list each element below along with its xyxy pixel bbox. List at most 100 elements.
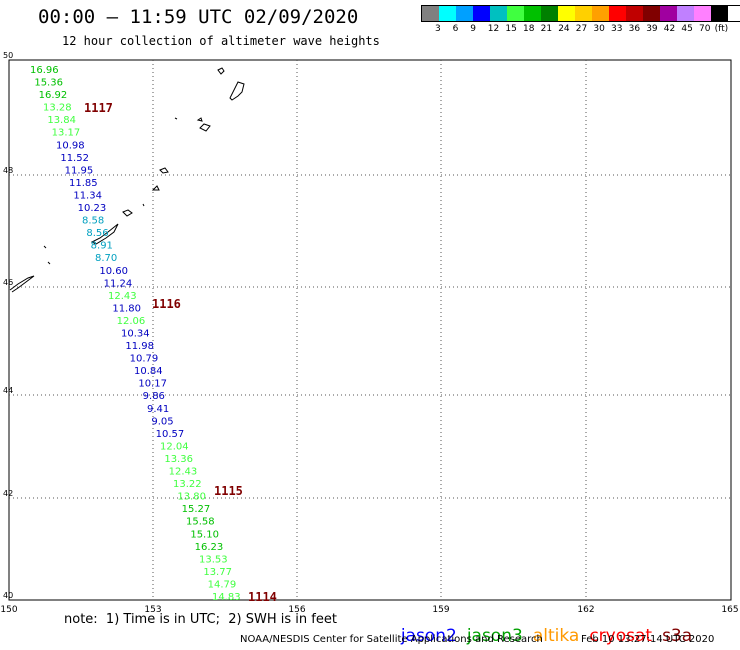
- wave-height-value: 14.79: [208, 579, 237, 590]
- legend-swatches: [421, 5, 740, 22]
- satellite-legend: jason2 jason3 altika cryosat s3a: [390, 606, 702, 646]
- island-shape: [47, 261, 51, 265]
- coastline: [9, 67, 245, 293]
- map-frame: [8, 59, 732, 601]
- wave-height-value: 10.79: [130, 354, 159, 365]
- legend-tick-label: 9: [470, 24, 476, 34]
- legend-swatch: [626, 6, 643, 21]
- wave-height-value: 8.56: [86, 228, 108, 239]
- wave-height-value: 11.98: [125, 341, 154, 352]
- longitude-label: 165: [721, 605, 738, 615]
- wave-height-value: 8.58: [82, 216, 104, 227]
- island-shape: [199, 123, 211, 132]
- longitude-label: 162: [577, 605, 594, 615]
- page-title: 00:00 – 11:59 UTC 02/09/2020: [38, 6, 359, 28]
- track-time-label: 1114: [248, 590, 277, 604]
- legend-swatch: [558, 6, 575, 21]
- legend-tick-label: 12: [487, 24, 500, 34]
- wave-height-value: 15.10: [190, 529, 219, 540]
- wave-height-value: 13.53: [199, 554, 228, 565]
- wave-height-value: 13.84: [47, 115, 76, 126]
- page-subtitle: 12 hour collection of altimeter wave hei…: [62, 34, 380, 48]
- latitude-label: 46: [3, 278, 13, 287]
- track-time-label: 1115: [214, 484, 243, 498]
- wave-height-value: 13.28: [43, 103, 72, 114]
- coastline-shape: [9, 275, 35, 293]
- island-shape: [43, 245, 47, 249]
- wave-height-value: 9.05: [151, 416, 173, 427]
- legend-swatch: [592, 6, 609, 21]
- legend-swatch: [609, 6, 626, 21]
- latitude-label: 44: [3, 386, 13, 395]
- legend-tick-label: 39: [646, 24, 658, 34]
- legend-tick-label: 30: [593, 24, 605, 34]
- satellite-jason3: jason3: [466, 626, 523, 646]
- island-shape: [229, 81, 245, 101]
- wave-height-value: 12.43: [108, 291, 137, 302]
- legend-swatch: [422, 6, 439, 21]
- legend-tick-label: 36: [628, 24, 641, 34]
- legend-swatch: [643, 6, 660, 21]
- legend-swatch: [575, 6, 592, 21]
- legend-swatch: [694, 6, 711, 21]
- legend-swatch: [541, 6, 558, 21]
- latitude-label: 48: [3, 166, 13, 175]
- track-time-label: 1117: [84, 101, 113, 115]
- axis-labels: 150 153 156 159 162 165 50 48 46 44 42 40: [0, 51, 738, 615]
- island-shape: [151, 185, 160, 191]
- wave-height-value: 9.86: [143, 391, 165, 402]
- satellite-altika: altika: [532, 626, 580, 646]
- wave-height-value: 8.70: [95, 253, 117, 264]
- island-shape: [217, 67, 225, 75]
- legend-tick-label: 18: [523, 24, 535, 34]
- legend-swatch: [524, 6, 541, 21]
- legend-tick-label: 21: [540, 24, 553, 34]
- wave-height-value: 15.27: [182, 504, 211, 515]
- wave-height-value: 14.83: [212, 592, 241, 603]
- satellite-s3a: s3a: [662, 626, 693, 646]
- legend-tick-label: 15: [505, 24, 517, 34]
- wave-height-value: 16.96: [30, 65, 59, 76]
- satellite-jason2: jason2: [400, 626, 457, 646]
- wave-height-value: 13.77: [203, 567, 232, 578]
- legend-tick-label: 27: [575, 24, 588, 34]
- wave-height-value: 11.95: [65, 165, 94, 176]
- track-labels: 1117 1116 1115 1114: [84, 101, 277, 604]
- legend-tick-label: 3: [435, 24, 441, 34]
- wave-height-value: 11.80: [112, 303, 141, 314]
- wave-height-value: 13.80: [177, 492, 206, 503]
- wave-height-value: 12.43: [169, 467, 198, 478]
- legend-swatch: [490, 6, 507, 21]
- wave-height-value: 10.84: [134, 366, 163, 377]
- wave-height-value: 15.58: [186, 517, 215, 528]
- wave-height-value: 11.52: [60, 153, 89, 164]
- island-shape: [142, 203, 145, 207]
- longitude-label: 150: [0, 605, 17, 615]
- legend-tick-label: (ft): [714, 24, 729, 34]
- island-shape: [174, 117, 178, 120]
- legend-swatch: [507, 6, 524, 21]
- legend-tick-label: 24: [558, 24, 570, 34]
- wave-height-value: 12.04: [160, 441, 189, 452]
- latitude-label: 42: [3, 489, 13, 498]
- legend-swatch: [677, 6, 694, 21]
- wave-height-value: 10.98: [56, 140, 85, 151]
- longitude-label: 153: [144, 605, 161, 615]
- legend-tick-label: 45: [681, 24, 693, 34]
- wave-height-value: 13.36: [164, 454, 193, 465]
- wave-height-value: 10.17: [138, 379, 167, 390]
- wave-height-value: 11.85: [69, 178, 98, 189]
- track-time-label: 1116: [152, 297, 181, 311]
- wave-height-value: 10.23: [78, 203, 107, 214]
- satellite-cryosat: cryosat: [589, 626, 653, 646]
- color-legend: 3 6 9 12 15 18 21 24 27 30 33 36 39 42 45 70 (ft): [421, 5, 740, 36]
- wave-height-value: 10.34: [121, 329, 150, 340]
- credit-text: NOAA/NESDIS Center for Satellite Applica…: [240, 634, 543, 645]
- footer-note: note: 1) Time is in UTC; 2) SWH is in fe…: [64, 612, 337, 627]
- map-grid: [9, 60, 730, 600]
- wave-height-value: 13.22: [173, 479, 202, 490]
- wave-height-value: 16.92: [39, 90, 68, 101]
- wave-height-value: 9.41: [147, 404, 169, 415]
- longitude-label: 156: [288, 605, 305, 615]
